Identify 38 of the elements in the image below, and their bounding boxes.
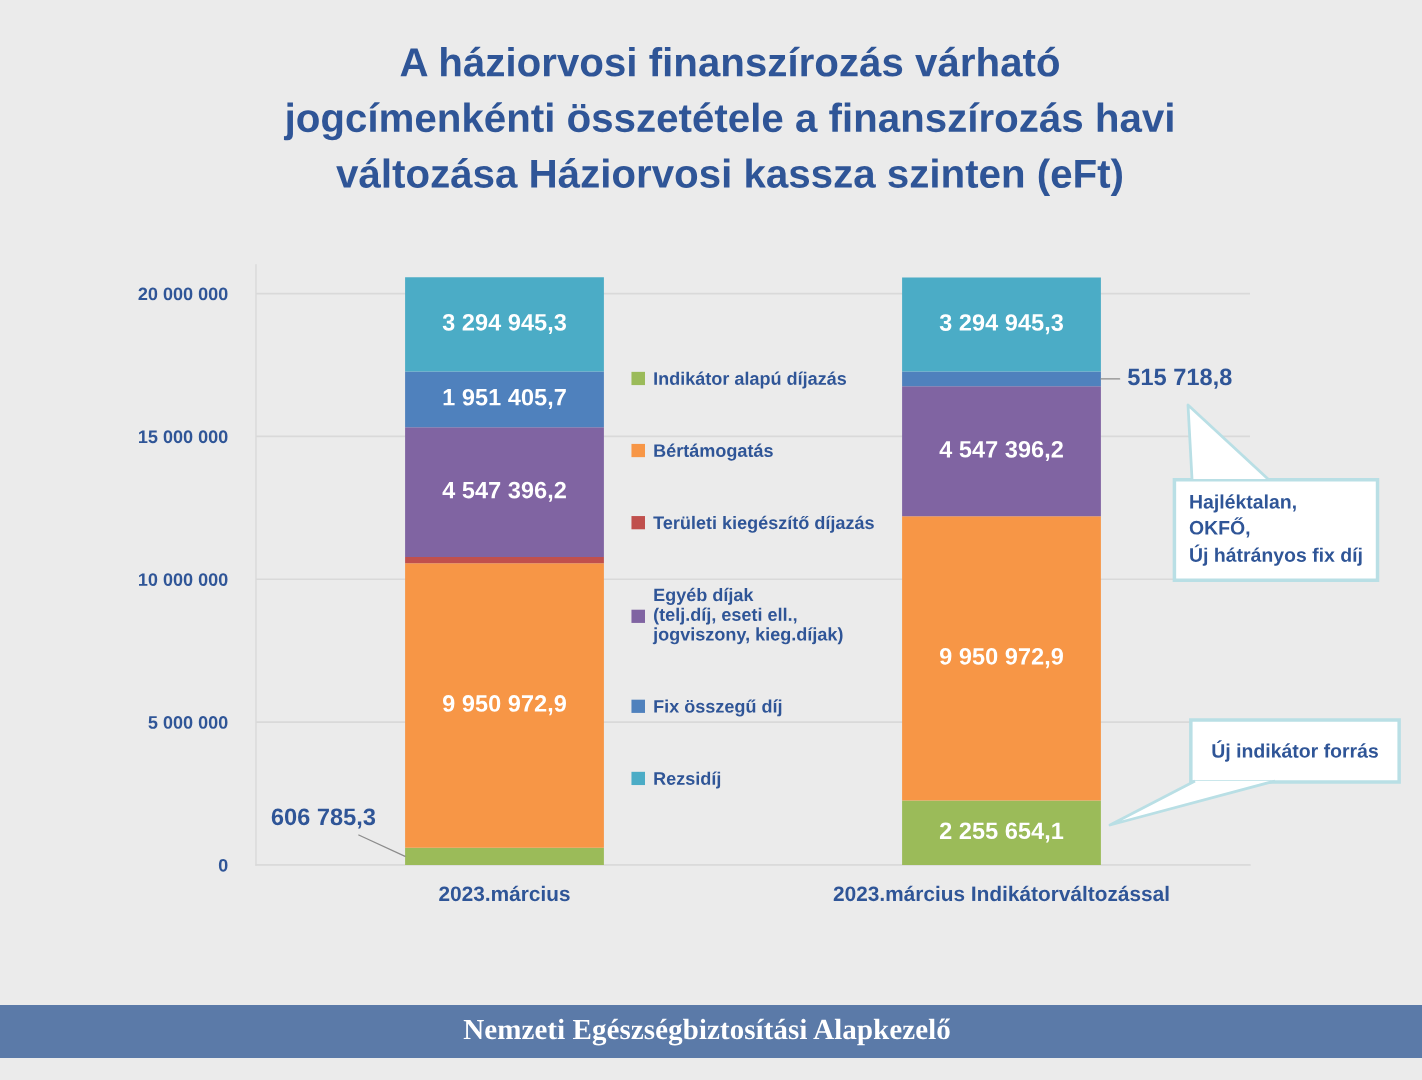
x-tick-label: 2023.március bbox=[439, 885, 570, 902]
bar bbox=[902, 516, 1101, 801]
legend-label: Indikátor alapú díjazás bbox=[654, 371, 847, 389]
y-tick-label: 0 bbox=[218, 858, 228, 872]
y-tick-label: 5 000 000 bbox=[148, 716, 228, 729]
x-tick-label: 2023.március Indikátorváltozással bbox=[833, 885, 1169, 902]
legend-label: Egyéb díjak (telj.díj, eseti ell., jogviszony, kieg.díjak) bbox=[652, 587, 843, 645]
y-tick-label: 20 000 000 bbox=[138, 287, 228, 301]
data-label: 4 547 396,2 bbox=[442, 481, 566, 502]
text: Nemzeti Egészségbiztosítási Alapkezelő bbox=[463, 1018, 950, 1046]
annotation: Hajléktalan, OKFŐ, Új hátrányos fix díj bbox=[1189, 494, 1362, 566]
bar bbox=[405, 277, 604, 372]
data-label: 515 718,8 bbox=[1128, 368, 1232, 389]
y-tick-label: 15 000 000 bbox=[139, 430, 228, 444]
bar bbox=[405, 427, 604, 558]
bar bbox=[902, 386, 1101, 517]
legend-label: Fix összegű díj bbox=[654, 699, 782, 717]
data-label: 3 294 945,3 bbox=[939, 314, 1064, 335]
bar bbox=[405, 847, 604, 865]
bar bbox=[902, 277, 1101, 372]
bar bbox=[405, 371, 604, 428]
annotation: Új indikátor forrás bbox=[1212, 740, 1378, 762]
chart-title: A háziorvosi finanszírozás várható jogcímenkénti összetétele a finanszírozás havi változása Háziorvosi kassza szinten (eFt) bbox=[283, 46, 1173, 196]
data-label: 9 950 972,9 bbox=[939, 648, 1063, 669]
data-label: 2 255 654,1 bbox=[939, 822, 1064, 843]
y-tick-label: 10 000 000 bbox=[139, 573, 228, 587]
legend-label: Rezsidíj bbox=[654, 771, 721, 789]
bar bbox=[902, 800, 1101, 865]
data-label: 606 785,3 bbox=[271, 808, 376, 829]
legend-label: Bértámogatás bbox=[654, 443, 773, 461]
data-label: 3 294 945,3 bbox=[442, 313, 567, 335]
legend-label: Területi kiegészítő díjazás bbox=[653, 515, 874, 533]
bar bbox=[902, 371, 1101, 387]
bar bbox=[405, 563, 604, 848]
data-label: 1 951 405,7 bbox=[443, 388, 566, 410]
data-label: 4 547 396,2 bbox=[939, 440, 1063, 462]
bar bbox=[405, 557, 604, 564]
data-label: 9 950 972,9 bbox=[442, 695, 566, 716]
